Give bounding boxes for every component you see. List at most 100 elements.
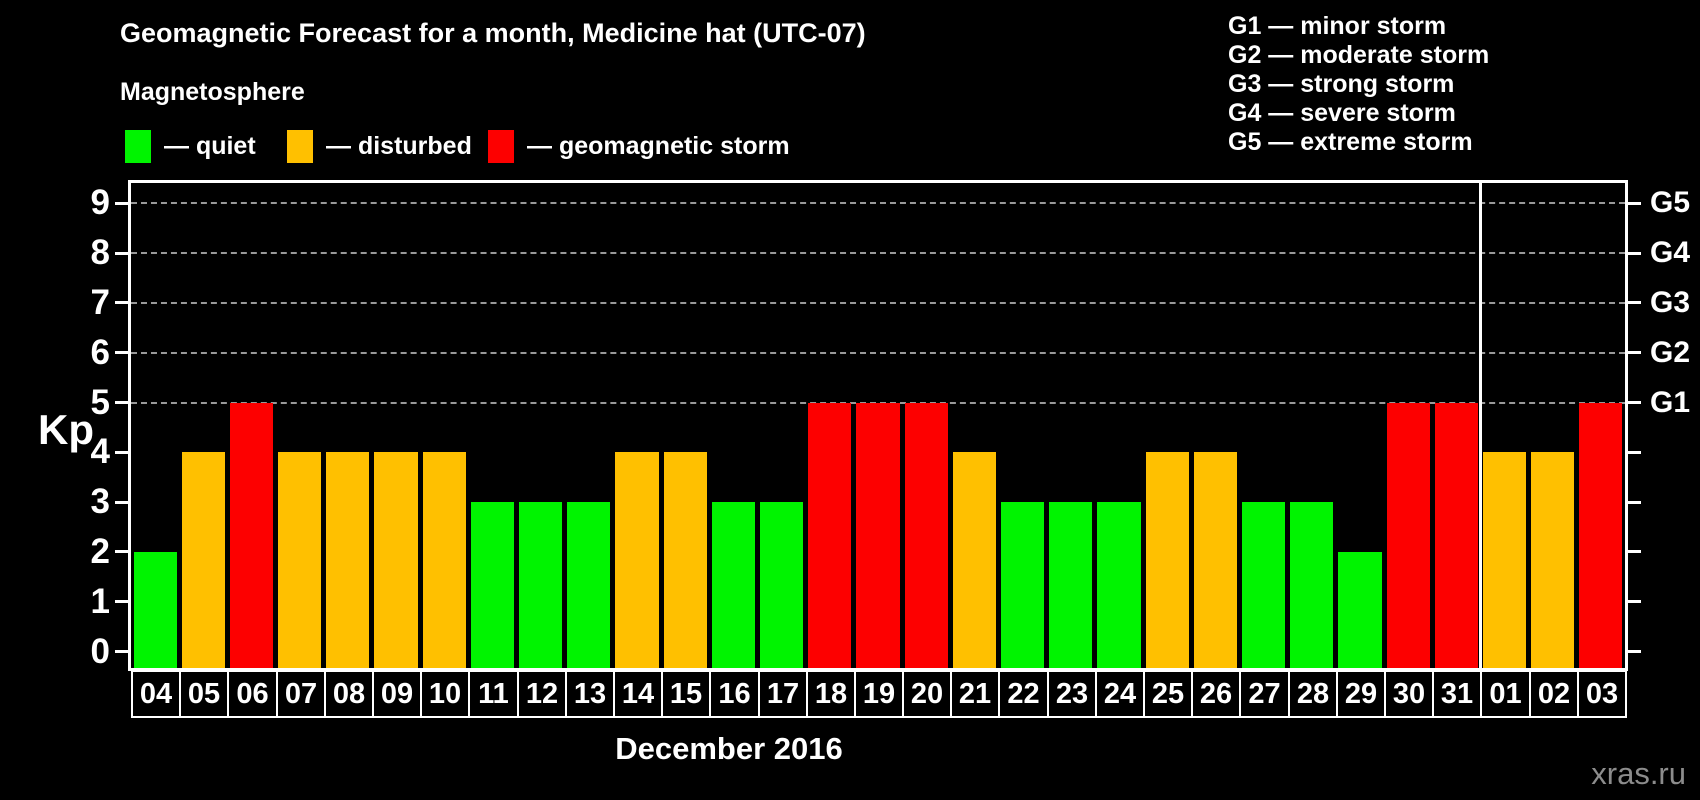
gridline-kp-9 — [131, 202, 1625, 205]
day-label-03: 03 — [1577, 670, 1627, 718]
y-tick-left-8 — [115, 251, 128, 255]
bar-day-19 — [856, 402, 900, 668]
bar-day-04 — [133, 551, 177, 668]
y-tick-label-7: 7 — [90, 282, 110, 322]
day-label-27: 27 — [1239, 670, 1290, 718]
bar-day-10 — [422, 452, 466, 668]
y-tick-label-6: 6 — [90, 332, 110, 372]
bar-day-17 — [760, 502, 804, 668]
y-tick-label-8: 8 — [90, 233, 110, 273]
y-tick-label-1: 1 — [90, 581, 110, 621]
g-legend-line-1: G1 — minor storm — [1228, 12, 1447, 40]
y-tick-right-4 — [1628, 450, 1641, 454]
bar-day-20 — [904, 402, 948, 668]
g-legend-line-2: G2 — moderate storm — [1228, 41, 1490, 69]
day-label-14: 14 — [613, 670, 663, 718]
y-tick-label-9: 9 — [90, 183, 110, 223]
bar-day-27 — [1241, 502, 1286, 668]
legend-item-quiet: — quiet — [125, 128, 256, 164]
legend-label-storm: — geomagnetic storm — [527, 131, 790, 160]
day-label-19: 19 — [854, 670, 904, 718]
bar-day-23 — [1049, 502, 1093, 668]
y-tick-left-5 — [115, 401, 128, 404]
day-label-25: 25 — [1143, 670, 1193, 718]
y-tick-label-3: 3 — [90, 482, 110, 522]
g-level-label-G3: G3 — [1650, 285, 1691, 319]
gridline-kp-8 — [131, 252, 1625, 255]
y-tick-right-7 — [1628, 301, 1641, 305]
bar-day-06 — [229, 402, 274, 668]
g-legend-line-4: G4 — severe storm — [1228, 99, 1456, 127]
y-tick-left-2 — [115, 550, 128, 554]
bar-day-05 — [181, 452, 225, 668]
bar-day-30 — [1386, 402, 1430, 668]
bar-day-01 — [1482, 452, 1527, 668]
day-label-28: 28 — [1288, 670, 1338, 718]
legend-item-disturbed: — disturbed — [287, 128, 472, 164]
bar-day-28 — [1290, 502, 1334, 668]
day-label-01: 01 — [1480, 670, 1531, 718]
day-label-23: 23 — [1047, 670, 1097, 718]
y-tick-left-6 — [115, 351, 128, 355]
watermark: xras.ru — [1591, 756, 1686, 791]
day-label-07: 07 — [276, 670, 326, 718]
day-label-13: 13 — [565, 670, 615, 718]
legend-label-disturbed: — disturbed — [326, 131, 472, 160]
y-tick-right-2 — [1628, 550, 1641, 554]
legend-swatch-disturbed — [287, 129, 313, 163]
day-label-11: 11 — [468, 670, 519, 718]
plot-area — [128, 180, 1628, 671]
day-label-22: 22 — [998, 670, 1049, 718]
day-label-17: 17 — [758, 670, 808, 718]
g-level-label-G5: G5 — [1650, 186, 1691, 220]
g-scale-legend: G1 — minor storm G2 — moderate storm G3 — … — [1228, 12, 1489, 157]
bar-day-14 — [615, 452, 659, 668]
bar-day-13 — [567, 502, 611, 668]
y-tick-left-4 — [115, 450, 128, 454]
day-label-05: 05 — [179, 670, 229, 718]
y-tick-right-1 — [1628, 600, 1641, 604]
y-tick-right-8 — [1628, 251, 1641, 255]
day-label-02: 02 — [1529, 670, 1579, 718]
day-label-24: 24 — [1095, 670, 1145, 718]
bar-day-15 — [663, 452, 707, 668]
day-label-12: 12 — [517, 670, 567, 718]
day-label-31: 31 — [1432, 670, 1482, 718]
y-tick-left-0 — [115, 650, 128, 653]
g-level-label-G1: G1 — [1650, 385, 1691, 419]
y-tick-right-9 — [1628, 201, 1641, 205]
day-label-18: 18 — [806, 670, 856, 718]
day-label-29: 29 — [1336, 670, 1386, 718]
bar-day-12 — [519, 502, 563, 668]
bar-day-11 — [470, 502, 515, 668]
g-legend-line-3: G3 — strong storm — [1228, 70, 1455, 98]
gridline-kp-6 — [131, 351, 1625, 354]
y-tick-left-1 — [115, 600, 128, 604]
day-label-10: 10 — [420, 670, 470, 718]
day-label-16: 16 — [709, 670, 760, 718]
bar-day-26 — [1193, 452, 1237, 668]
bar-day-25 — [1145, 452, 1189, 668]
bar-day-08 — [326, 452, 370, 668]
y-axis-label: Kp — [38, 406, 94, 453]
y-tick-label-4: 4 — [90, 432, 110, 472]
bar-day-03 — [1579, 402, 1623, 668]
bar-day-02 — [1531, 452, 1575, 668]
day-label-30: 30 — [1384, 670, 1434, 718]
bar-day-24 — [1097, 502, 1141, 668]
x-axis-label: December 2016 — [615, 731, 843, 766]
day-label-21: 21 — [950, 670, 1000, 718]
legend-item-storm: — geomagnetic storm — [488, 128, 790, 164]
chart-title: Geomagnetic Forecast for a month, Medici… — [120, 18, 866, 48]
bar-day-07 — [278, 452, 322, 668]
y-tick-right-3 — [1628, 500, 1641, 504]
y-tick-right-6 — [1628, 351, 1641, 355]
g-level-label-G2: G2 — [1650, 335, 1691, 369]
bar-day-16 — [711, 502, 755, 668]
y-tick-left-9 — [115, 201, 128, 205]
legend-swatch-storm — [488, 129, 514, 163]
bar-day-21 — [952, 452, 996, 668]
y-tick-left-3 — [115, 500, 128, 504]
day-label-15: 15 — [661, 670, 711, 718]
